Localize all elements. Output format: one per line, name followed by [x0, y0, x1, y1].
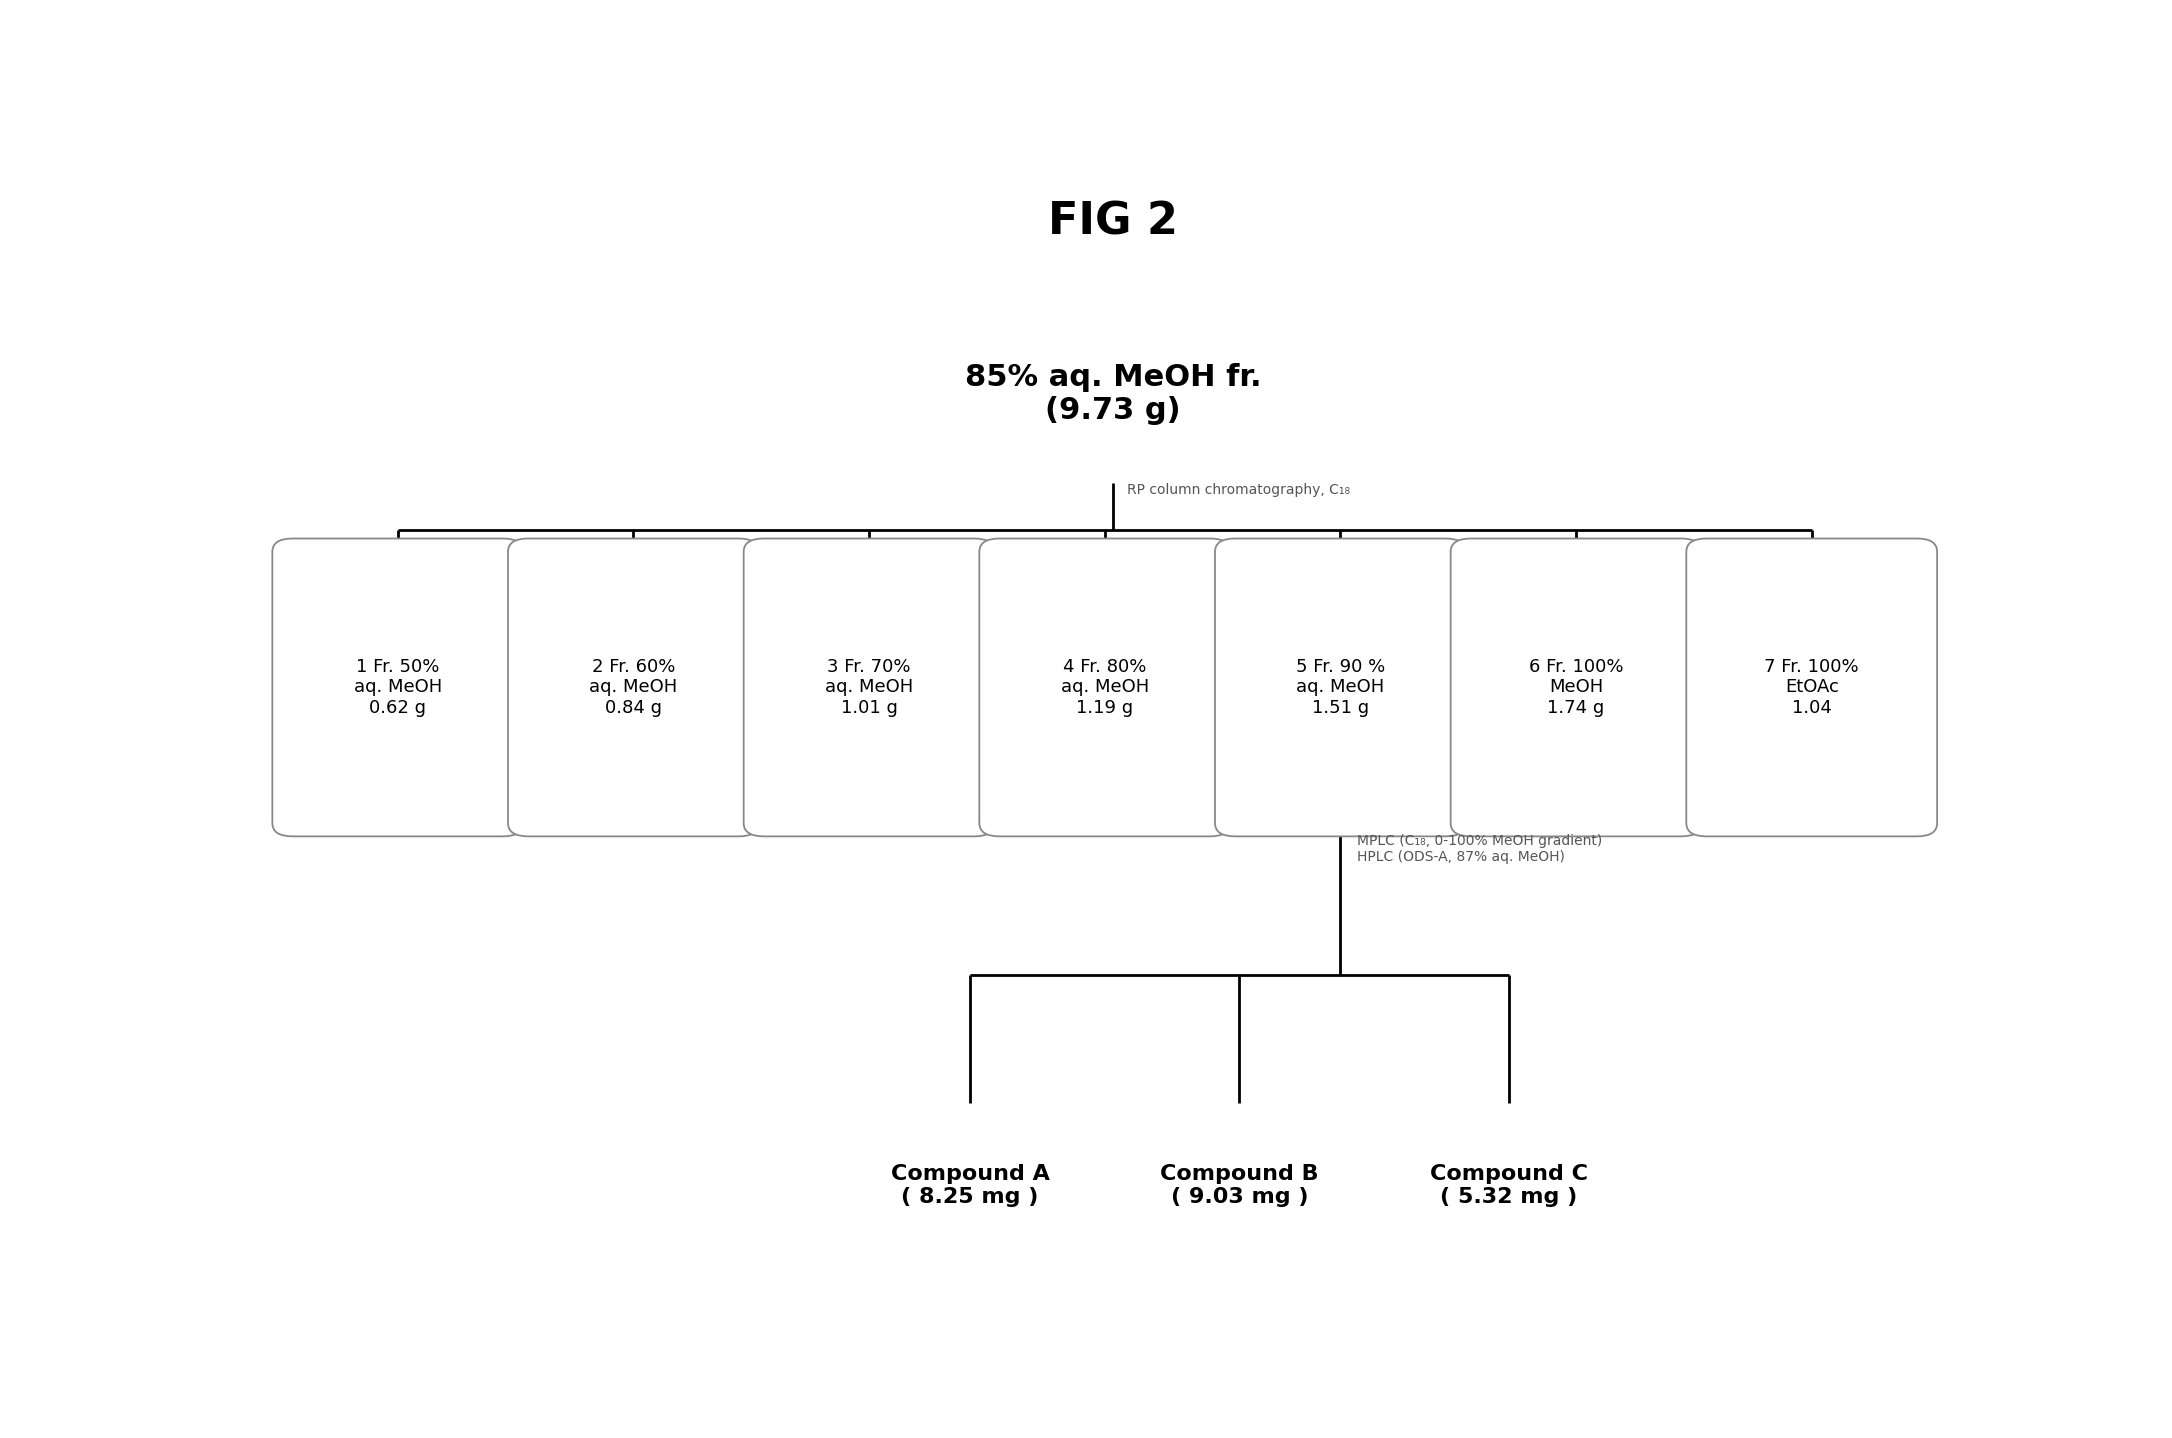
Text: 5 Fr. 90 %
aq. MeOH
1.51 g: 5 Fr. 90 % aq. MeOH 1.51 g: [1297, 657, 1386, 718]
Text: FIG 2: FIG 2: [1049, 201, 1177, 244]
Text: MPLC (C₁₈, 0-100% MeOH gradient)
HPLC (ODS-A, 87% aq. MeOH): MPLC (C₁₈, 0-100% MeOH gradient) HPLC (O…: [1358, 834, 1603, 864]
Text: Compound A
( 8.25 mg ): Compound A ( 8.25 mg ): [891, 1165, 1049, 1208]
Text: 1 Fr. 50%
aq. MeOH
0.62 g: 1 Fr. 50% aq. MeOH 0.62 g: [354, 657, 441, 718]
Text: 3 Fr. 70%
aq. MeOH
1.01 g: 3 Fr. 70% aq. MeOH 1.01 g: [825, 657, 912, 718]
Text: RP column chromatography, C₁₈: RP column chromatography, C₁₈: [1127, 483, 1349, 496]
FancyBboxPatch shape: [980, 538, 1229, 837]
Text: 85% aq. MeOH fr.
(9.73 g): 85% aq. MeOH fr. (9.73 g): [964, 362, 1262, 426]
Text: Compound C
( 5.32 mg ): Compound C ( 5.32 mg ): [1429, 1165, 1588, 1208]
FancyBboxPatch shape: [508, 538, 758, 837]
FancyBboxPatch shape: [1685, 538, 1937, 837]
Text: 2 Fr. 60%
aq. MeOH
0.84 g: 2 Fr. 60% aq. MeOH 0.84 g: [589, 657, 678, 718]
Text: 6 Fr. 100%
MeOH
1.74 g: 6 Fr. 100% MeOH 1.74 g: [1529, 657, 1622, 718]
FancyBboxPatch shape: [1214, 538, 1466, 837]
FancyBboxPatch shape: [743, 538, 995, 837]
FancyBboxPatch shape: [272, 538, 523, 837]
Text: Compound B
( 9.03 mg ): Compound B ( 9.03 mg ): [1160, 1165, 1318, 1208]
Text: 4 Fr. 80%
aq. MeOH
1.19 g: 4 Fr. 80% aq. MeOH 1.19 g: [1060, 657, 1149, 718]
FancyBboxPatch shape: [1451, 538, 1701, 837]
Text: 7 Fr. 100%
EtOAc
1.04: 7 Fr. 100% EtOAc 1.04: [1764, 657, 1859, 718]
